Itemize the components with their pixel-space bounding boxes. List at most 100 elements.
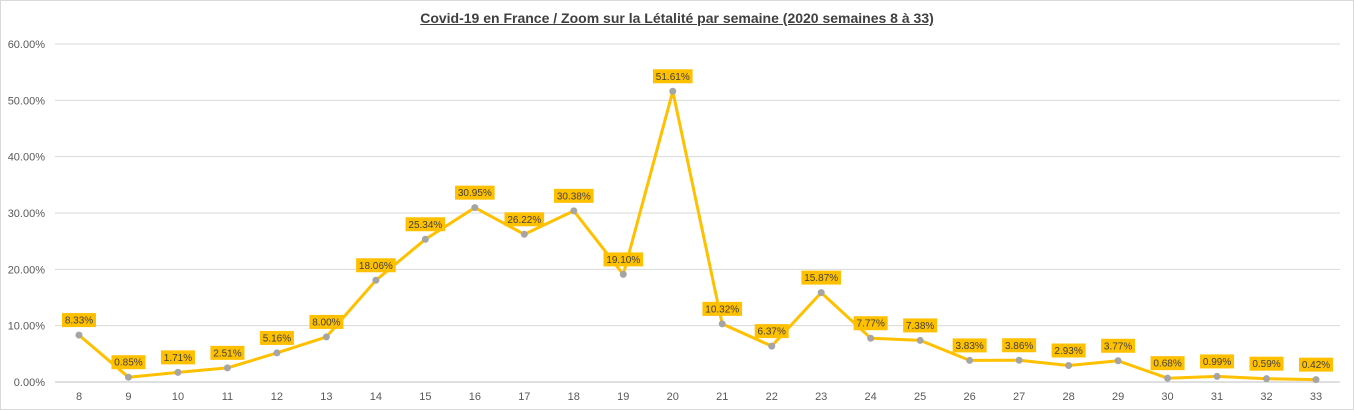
series-markers [75,87,1320,384]
data-point [223,364,231,372]
data-label-box [702,301,743,316]
data-label: 3.77% [1101,338,1136,353]
data-label-text: 2.93% [1054,346,1082,357]
data-label-text: 0.68% [1153,359,1181,370]
data-label-text: 51.61% [656,72,690,83]
data-label-box [903,318,938,333]
data-label-box [754,324,789,339]
data-label: 7.38% [903,318,938,333]
data-label-text: 7.38% [906,321,934,332]
data-label-box [259,330,294,345]
data-label-text: 8.33% [65,316,93,327]
data-label-box [1150,356,1185,371]
data-label: 6.37% [754,324,789,339]
data-label-text: 3.77% [1104,341,1132,352]
data-point [1312,376,1320,384]
data-label: 51.61% [652,69,693,84]
data-label: 0.99% [1200,354,1235,369]
data-label: 15.87% [801,270,841,285]
data-label-text: 3.83% [955,341,983,352]
x-tick-label: 12 [271,391,283,403]
data-label: 25.34% [405,217,446,232]
y-tick-label: 30.00% [8,208,46,220]
data-label-text: 15.87% [804,273,838,284]
data-label: 2.51% [210,345,245,360]
data-point [421,235,429,243]
data-point [520,230,528,238]
x-tick-label: 15 [419,391,431,403]
data-point [768,342,776,350]
x-tick-label: 27 [1013,391,1025,403]
data-label-box [1249,356,1284,371]
data-label-box [1200,354,1235,369]
data-label: 30.95% [455,185,495,200]
data-label: 7.77% [853,316,888,331]
x-tick-label: 25 [914,391,926,403]
data-label-text: 6.37% [758,327,786,338]
data-label-box [111,355,146,370]
data-label-text: 18.06% [359,261,393,272]
data-label-box [1299,357,1333,372]
data-label-box [554,188,594,203]
data-point [867,334,875,342]
x-tick-label: 28 [1062,391,1074,403]
data-label-box [952,338,987,353]
data-label-box [210,345,245,360]
y-tick-label: 50.00% [8,95,46,107]
data-label: 18.06% [356,258,396,273]
data-label-text: 3.86% [1005,341,1033,352]
data-label-text: 30.95% [458,188,492,199]
y-tick-label: 0.00% [14,377,45,389]
data-point [471,204,479,212]
data-point [124,373,132,381]
data-label: 3.86% [1002,338,1037,353]
data-point [322,333,330,341]
data-label: 0.42% [1299,357,1333,372]
data-label-text: 1.71% [164,353,192,364]
x-tick-label: 17 [518,391,530,403]
data-point [372,276,380,284]
x-tick-label: 23 [815,391,827,403]
data-label-text: 10.32% [705,304,739,315]
x-tick-label: 20 [667,391,679,403]
data-label-text: 0.42% [1302,360,1330,371]
data-point [75,331,83,339]
x-tick-label: 33 [1310,391,1322,403]
data-point [966,356,974,364]
data-point [1114,357,1122,365]
data-label-text: 26.22% [507,215,541,226]
data-label-box [356,258,396,273]
data-label-box [853,316,888,331]
series-line [77,89,1318,382]
data-label: 30.38% [554,188,594,203]
data-label: 3.83% [952,338,987,353]
data-point [273,349,281,357]
data-label: 1.71% [160,350,195,365]
data-label-box [801,270,841,285]
data-point [669,87,677,95]
data-label-text: 7.77% [857,319,885,330]
data-label-text: 19.10% [606,255,640,266]
data-label-box [405,217,446,232]
data-label-box [160,350,195,365]
data-label: 26.22% [504,212,545,227]
data-label-box [1002,338,1037,353]
data-point [1263,375,1271,383]
data-label: 8.00% [309,314,344,329]
data-labels: 8.33% 0.85% 1.71% 2.51% 5.16% 8.00% 18.06% 25.3… [62,69,1333,372]
data-label-box [309,314,344,329]
y-tick-label: 60.00% [8,39,46,51]
x-tick-label: 18 [568,391,580,403]
x-axis: 8 9 10 11 12 13 14 15 16 17 18 19 20 21 22 23 24 25 26 27 28… [76,391,1322,403]
x-tick-label: 9 [125,391,131,403]
data-label-box [504,212,545,227]
data-label-text: 0.99% [1203,357,1231,368]
data-label-text: 30.38% [557,191,591,202]
data-label-box [603,252,644,267]
x-tick-label: 30 [1161,391,1173,403]
data-point [817,289,825,297]
x-tick-label: 19 [617,391,629,403]
x-tick-label: 13 [320,391,332,403]
data-label-box [1051,343,1086,358]
